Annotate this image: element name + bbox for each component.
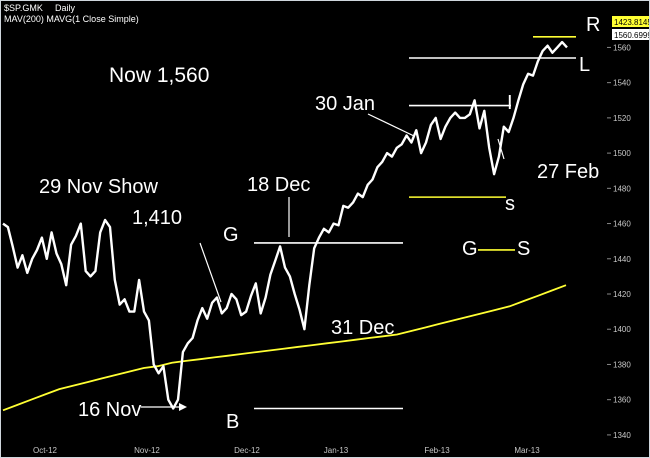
x-tick-label: Dec-12 xyxy=(234,446,260,455)
annotation-12: B xyxy=(226,411,239,433)
price-line xyxy=(2,40,568,410)
annotation-2: 29 Nov Show xyxy=(39,176,159,198)
x-tick-label: Mar-13 xyxy=(514,446,540,455)
price-tags: 1423.81455 1560.69995 xyxy=(612,16,649,40)
y-tick-label: 1400 xyxy=(613,325,631,334)
ma-price-tag xyxy=(612,16,649,27)
y-tick-label: 1460 xyxy=(613,220,631,229)
y-tick-label: 1420 xyxy=(613,290,631,299)
annotation-6: 31 Dec xyxy=(331,317,394,339)
axes: Oct-12 Nov-12 Dec-12 Jan-13 Feb-13 Mar-13 1340… xyxy=(33,43,631,455)
symbol-label: $SP.GMK xyxy=(4,3,43,13)
annotation-9: S xyxy=(517,238,530,260)
ma-line xyxy=(2,284,567,412)
annotation-4: 1,410 xyxy=(132,207,182,229)
y-tick-label: 1500 xyxy=(613,149,631,158)
last-price-tag-label: 1560.69995 xyxy=(614,31,649,40)
x-tick-label: Nov-12 xyxy=(134,446,160,455)
x-tick-label: Oct-12 xyxy=(33,446,58,455)
chart-header: $SP.GMK Daily MAV(200) MAVG(1 Close Simp… xyxy=(4,3,139,24)
level-lines xyxy=(254,36,576,410)
y-tick-label: 1340 xyxy=(613,431,631,440)
annotation-1: 30 Jan xyxy=(315,93,375,115)
annotation-11: 16 Nov xyxy=(78,399,141,421)
annotation-15: I xyxy=(507,92,513,114)
leader-arrowhead xyxy=(179,403,187,411)
price-series xyxy=(2,40,568,410)
annotation-8: G xyxy=(462,238,478,260)
annotations: Now 1,560 30 Jan 29 Nov Show 18 Dec 1,410 G 31… xyxy=(39,14,600,433)
y-tick-label: 1560 xyxy=(613,43,631,52)
moving-average xyxy=(2,284,567,412)
leader-line-2 xyxy=(199,242,222,303)
last-price-tag xyxy=(612,29,649,40)
leader-line-1 xyxy=(497,138,505,160)
period-label: Daily xyxy=(55,3,76,13)
y-tick-label: 1480 xyxy=(613,184,631,193)
y-tick-label: 1440 xyxy=(613,255,631,264)
leader-line-0 xyxy=(367,113,415,137)
indicator-label: MAV(200) MAVG(1 Close Simple) xyxy=(4,14,139,24)
annotation-3: 18 Dec xyxy=(247,174,310,196)
annotation-5: G xyxy=(223,224,239,246)
y-tick-label: 1540 xyxy=(613,79,631,88)
annotation-14: L xyxy=(579,54,590,76)
annotation-7: 27 Feb xyxy=(537,161,599,183)
x-tick-label: Feb-13 xyxy=(424,446,450,455)
y-tick-label: 1360 xyxy=(613,396,631,405)
ma-price-tag-label: 1423.81455 xyxy=(614,18,649,27)
annotation-13: R xyxy=(586,14,600,36)
annotation-0: Now 1,560 xyxy=(109,64,209,87)
y-tick-label: 1380 xyxy=(613,360,631,369)
x-tick-label: Jan-13 xyxy=(324,446,349,455)
y-tick-label: 1520 xyxy=(613,114,631,123)
annotation-10: s xyxy=(505,193,515,215)
